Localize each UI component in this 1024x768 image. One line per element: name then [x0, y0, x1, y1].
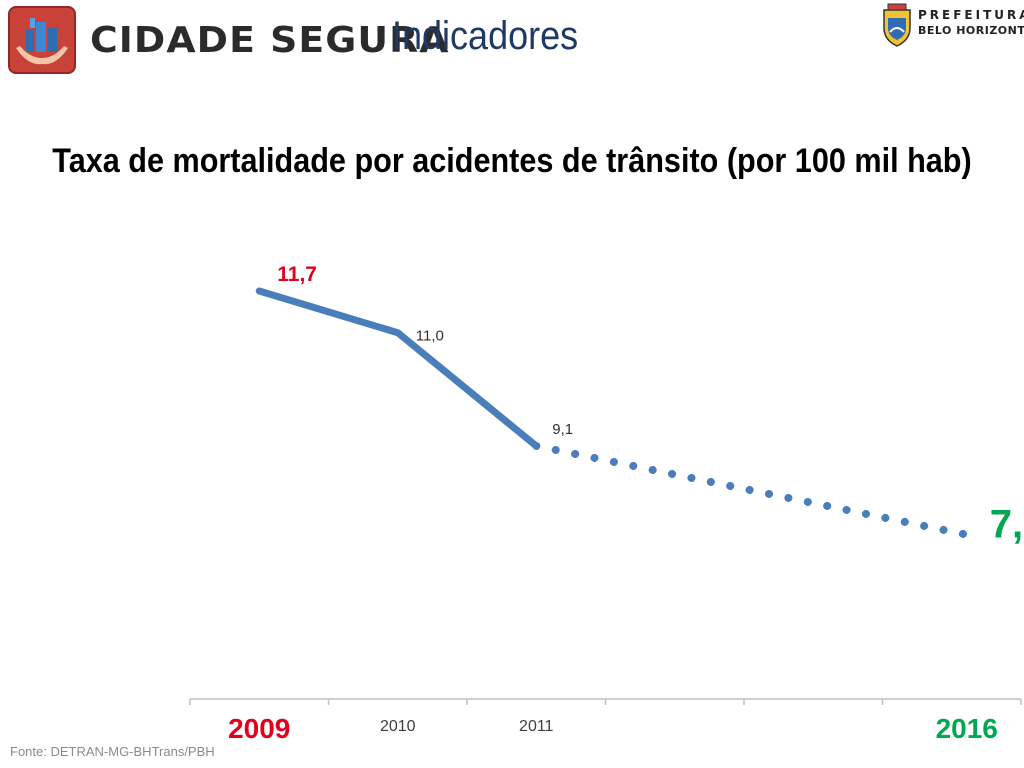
- series-line-actual: [255, 287, 540, 450]
- brand-name: CIDADE SEGURA: [90, 20, 450, 61]
- x-tick-label: 2010: [380, 718, 416, 735]
- coat-of-arms-icon: [883, 3, 911, 47]
- section-title: Indicadores: [392, 14, 579, 58]
- source-note: Fonte: DETRAN-MG-BHTrans/PBH: [10, 744, 215, 759]
- header: CIDADE SEGURA Indicadores PREFEITURA BEL…: [0, 0, 1024, 80]
- data-label: 9,1: [552, 421, 573, 438]
- x-tick-label: 2009: [228, 713, 290, 744]
- data-label: 11,0: [416, 328, 444, 345]
- prefeitura-line-2: BELO HORIZONTE: [918, 24, 1024, 37]
- cidade-segura-logo: [8, 6, 76, 74]
- chart-title: Taxa de mortalidade por acidentes de trâ…: [52, 142, 972, 180]
- x-tick-label: 2016: [936, 713, 998, 744]
- x-tick-label: 2011: [519, 718, 554, 735]
- data-label: 7,6: [990, 502, 1024, 546]
- data-label: 11,7: [277, 263, 317, 286]
- series-line-projection: [532, 441, 974, 540]
- prefeitura-logo: PREFEITURA BELO HORIZONTE: [880, 2, 1024, 48]
- prefeitura-line-1: PREFEITURA: [918, 8, 1024, 22]
